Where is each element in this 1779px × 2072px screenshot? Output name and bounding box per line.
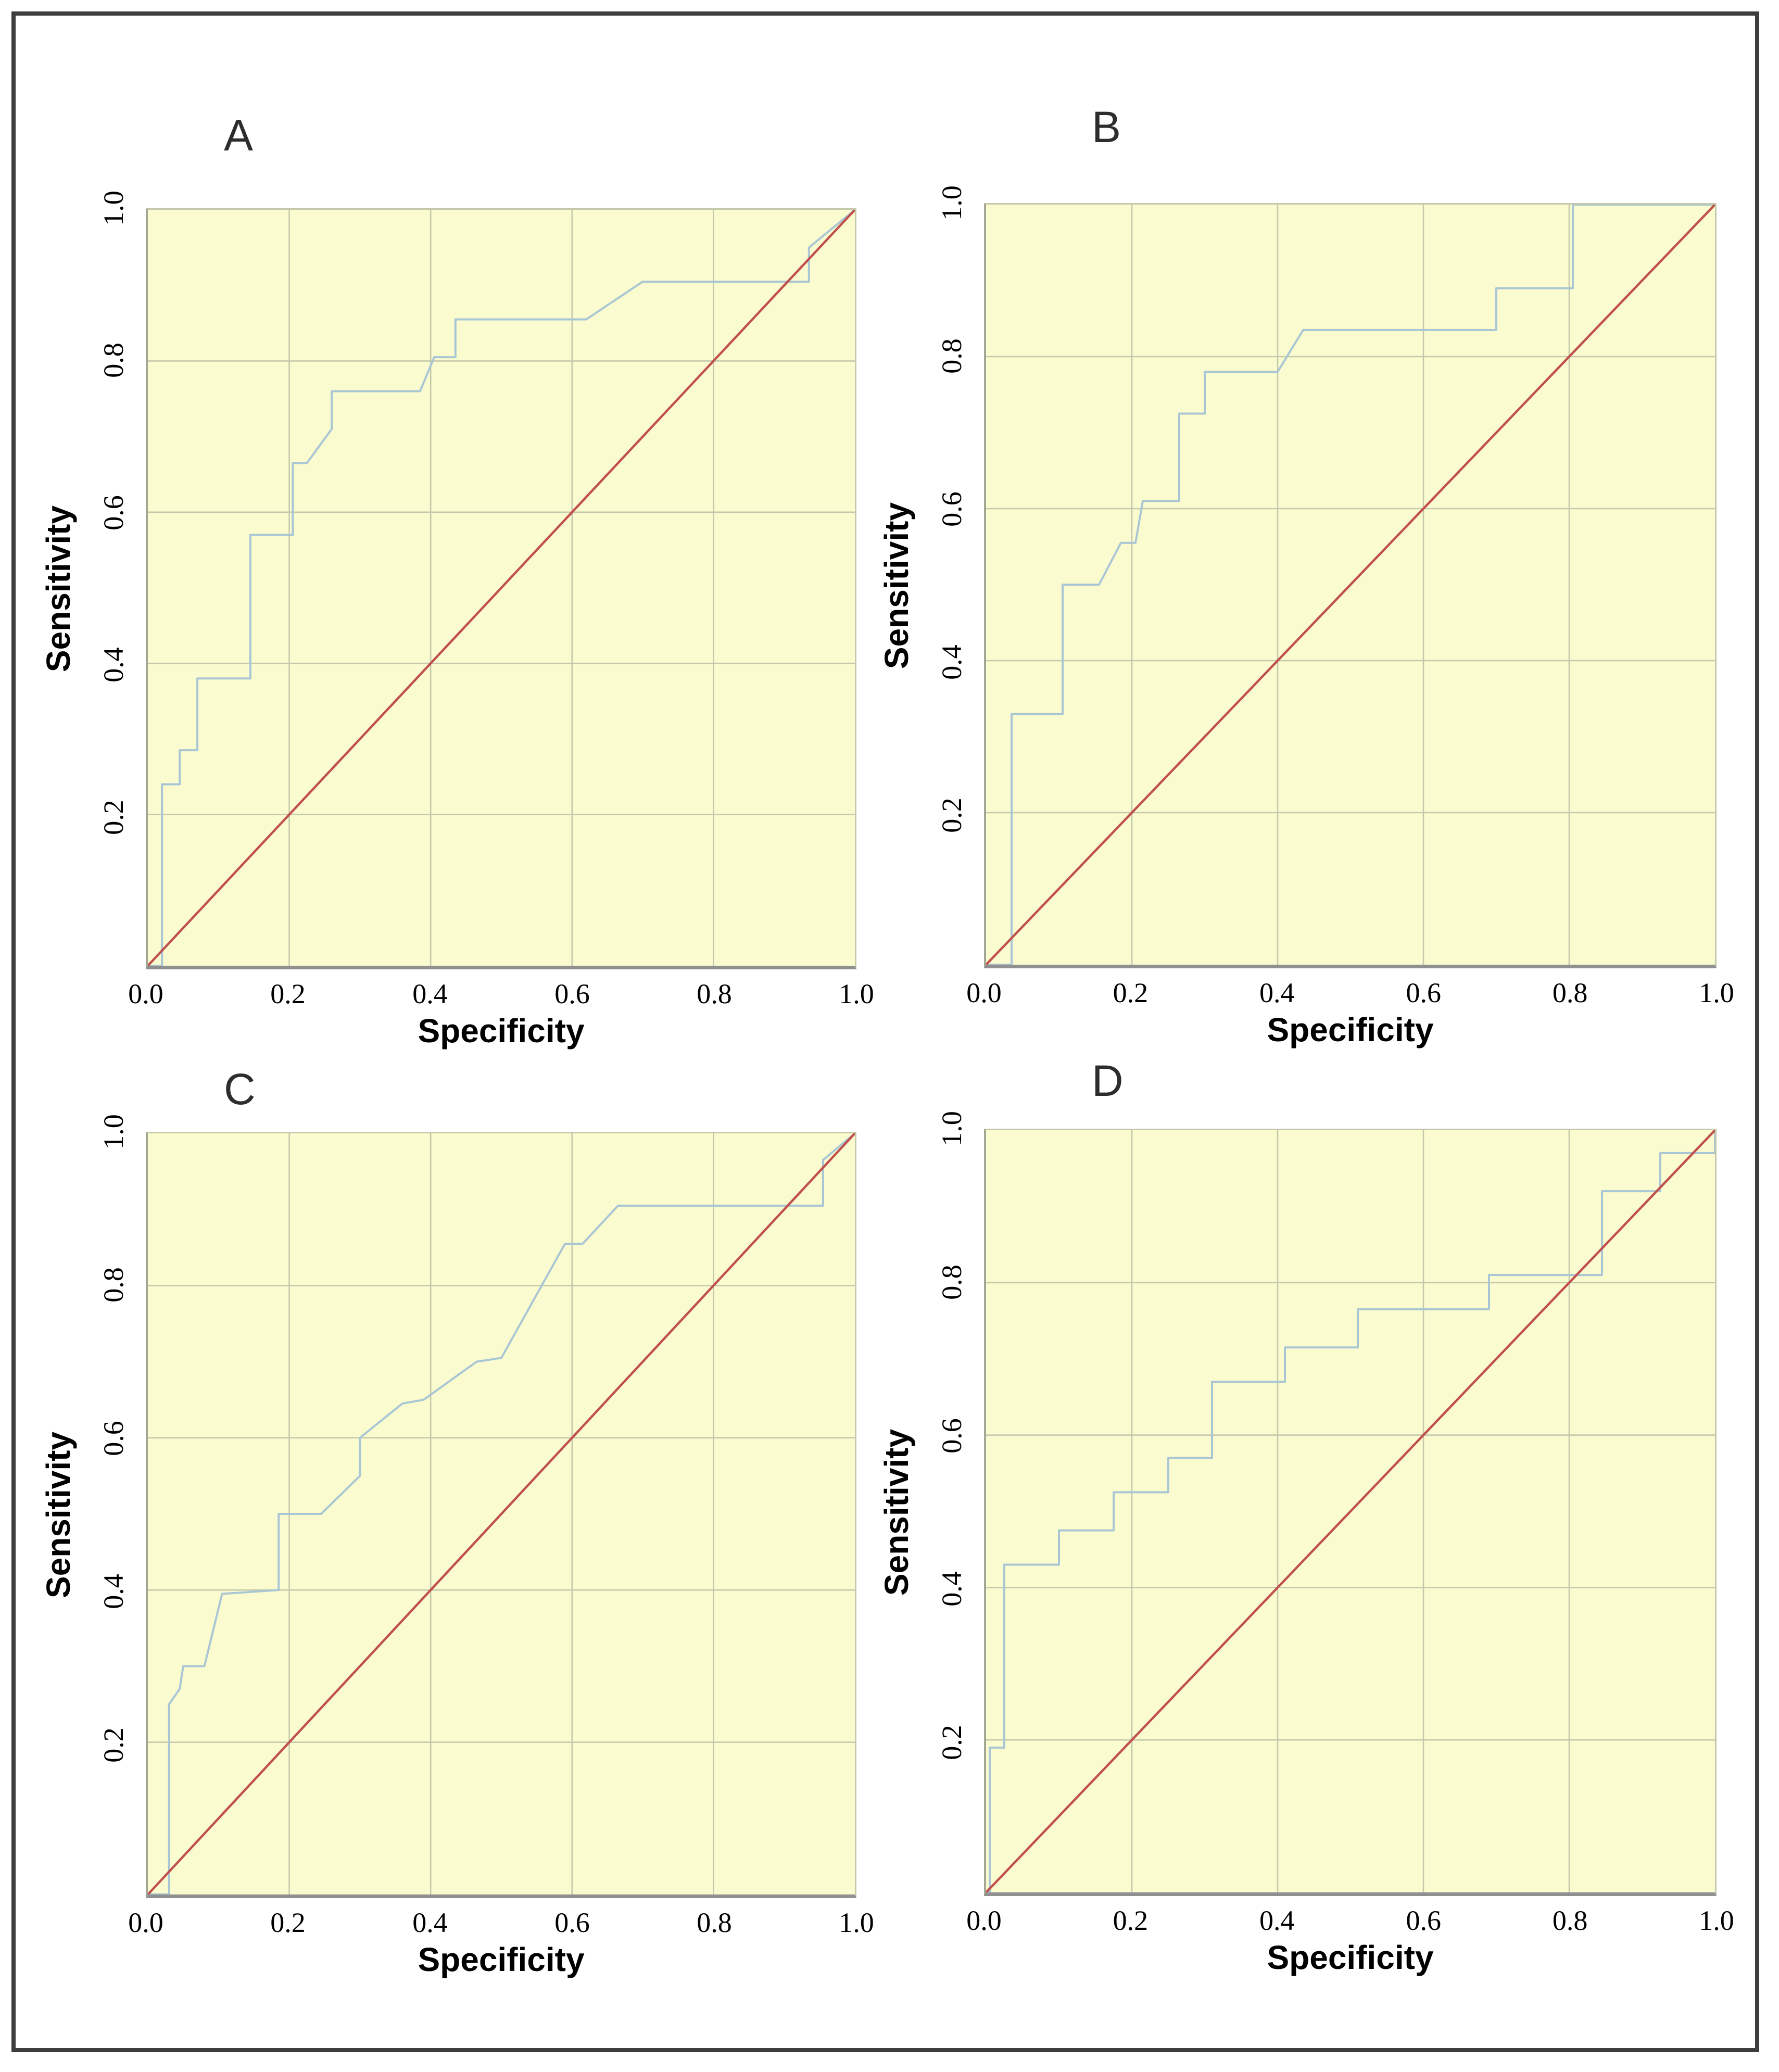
reference-diagonal-line <box>986 1130 1715 1892</box>
x-tick-label: 0.4 <box>1259 977 1295 1008</box>
x-tick-label: 0.4 <box>412 1907 448 1938</box>
x-tick-label: 0.6 <box>1406 1905 1441 1936</box>
y-tick-label: 0.6 <box>936 491 967 527</box>
y-tick-label: 0.2 <box>936 798 967 833</box>
roc-curve-line <box>148 210 855 966</box>
roc-plot-svg <box>148 1133 855 1894</box>
roc-plot-svg <box>986 205 1715 965</box>
roc-curve-line <box>986 205 1715 965</box>
x-tick-label: 0.8 <box>697 978 732 1009</box>
plot-area <box>146 208 856 969</box>
y-tick-label: 0.2 <box>936 1725 967 1760</box>
x-tick-label: 0.0 <box>128 1907 163 1938</box>
y-tick-label: 1.0 <box>98 1114 129 1149</box>
x-tick-label: 0.8 <box>1552 977 1588 1008</box>
x-tick-label: 1.0 <box>1699 977 1734 1008</box>
roc-panel-c: C Sensitivity Specificity 0.0 0.2 0.4 0.6 0.… <box>16 1037 890 2060</box>
x-tick-label: 0.0 <box>966 977 1002 1008</box>
x-tick-label: 0.2 <box>270 1907 306 1938</box>
y-tick-label: 0.4 <box>936 1571 967 1607</box>
y-tick-label: 0.2 <box>98 799 129 835</box>
y-tick-label: 1.0 <box>98 191 129 226</box>
y-tick-label: 0.2 <box>98 1727 129 1763</box>
roc-panel-b: B Sensitivity Specificity 0.0 0.2 0.4 0.6 0.… <box>878 26 1763 1046</box>
reference-diagonal-line <box>986 205 1715 965</box>
y-tick-label: 0.6 <box>98 495 129 530</box>
panel-label: A <box>224 111 254 160</box>
x-axis-title: Specificity <box>1267 1939 1434 1976</box>
y-tick-label: 0.8 <box>936 1265 967 1300</box>
x-tick-label: 0.2 <box>270 978 306 1009</box>
y-axis-title: Sensitivity <box>40 505 77 673</box>
roc-plot-svg <box>986 1130 1715 1892</box>
y-axis-title: Sensitivity <box>40 1431 77 1599</box>
panel-label: D <box>1092 1056 1124 1105</box>
x-axis-title: Specificity <box>418 1941 585 1978</box>
plot-area <box>146 1132 856 1898</box>
x-tick-label: 0.4 <box>1259 1905 1295 1936</box>
y-tick-label: 0.6 <box>98 1421 129 1456</box>
y-tick-label: 0.4 <box>936 645 967 680</box>
x-axis-title: Specificity <box>1267 1011 1434 1048</box>
y-axis-title: Sensitivity <box>878 1429 915 1596</box>
roc-curve-line <box>986 1130 1715 1892</box>
y-tick-label: 0.4 <box>98 1574 129 1609</box>
panel-label: B <box>1092 103 1121 151</box>
y-tick-label: 1.0 <box>936 1111 967 1146</box>
y-tick-label: 0.8 <box>98 1267 129 1303</box>
x-tick-label: 0.2 <box>1113 977 1149 1008</box>
x-tick-label: 0.0 <box>128 978 163 1009</box>
x-tick-label: 0.4 <box>412 978 448 1009</box>
x-tick-label: 1.0 <box>839 1907 874 1938</box>
reference-diagonal-line <box>148 210 855 966</box>
x-tick-label: 1.0 <box>1699 1905 1734 1936</box>
x-tick-label: 0.8 <box>697 1907 732 1938</box>
y-axis-title: Sensitivity <box>878 502 915 669</box>
x-tick-label: 0.6 <box>554 1907 590 1938</box>
roc-panel-a: A Sensitivity Specificity 0.0 0.2 0.4 0.6 0.… <box>16 26 890 1047</box>
plot-area <box>984 203 1717 968</box>
x-tick-label: 1.0 <box>839 978 874 1009</box>
y-tick-label: 0.8 <box>98 343 129 378</box>
reference-diagonal-line <box>148 1133 855 1894</box>
panel-label: C <box>224 1065 256 1114</box>
x-tick-label: 0.2 <box>1113 1905 1149 1936</box>
x-tick-label: 0.8 <box>1552 1905 1588 1936</box>
figure-border <box>11 11 1759 2052</box>
roc-panel-d: D Sensitivity Specificity 0.0 0.2 0.4 0.6 0.… <box>878 1037 1763 2060</box>
y-tick-label: 0.8 <box>936 338 967 374</box>
x-tick-label: 0.0 <box>966 1905 1002 1936</box>
y-tick-label: 1.0 <box>936 185 967 221</box>
y-tick-label: 0.6 <box>936 1418 967 1454</box>
x-tick-label: 0.6 <box>1406 977 1441 1008</box>
roc-plot-svg <box>148 210 855 966</box>
x-axis-title: Specificity <box>418 1012 585 1050</box>
roc-curve-line <box>148 1133 855 1894</box>
plot-area <box>984 1129 1717 1896</box>
y-tick-label: 0.4 <box>98 647 129 683</box>
x-tick-label: 0.6 <box>554 978 590 1009</box>
